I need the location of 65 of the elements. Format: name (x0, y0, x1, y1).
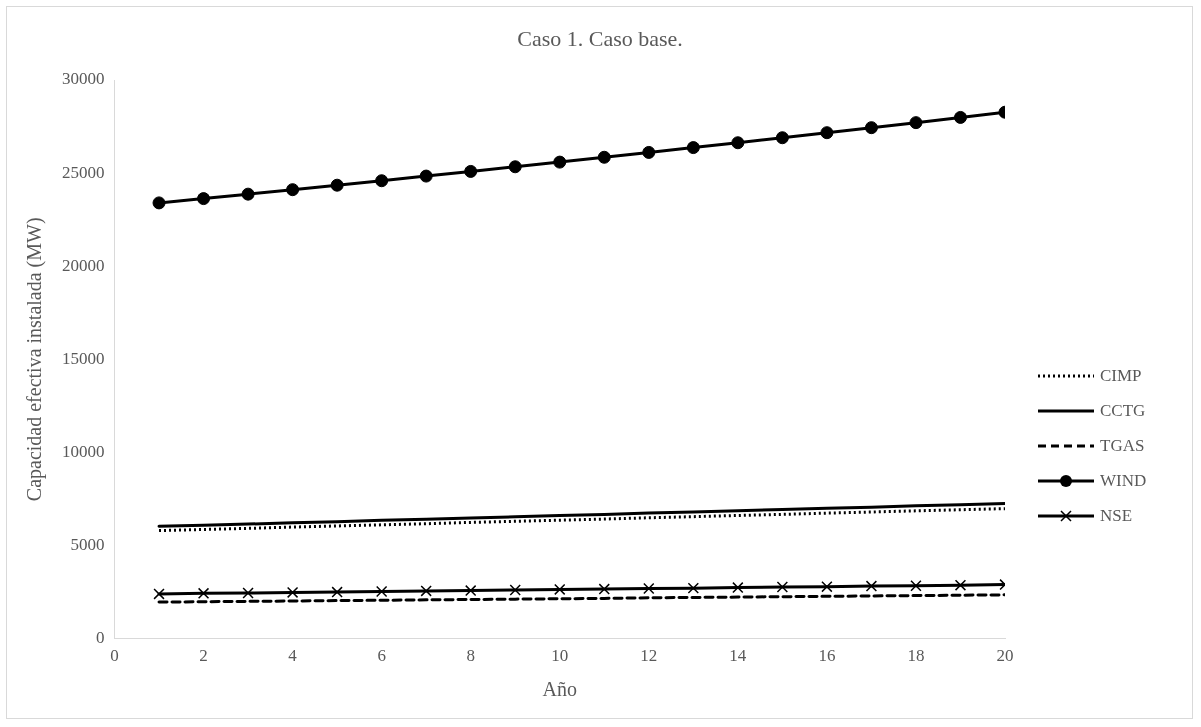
y-tick-label: 10000 (62, 441, 105, 461)
point (731, 136, 745, 150)
point (465, 584, 477, 597)
x-tick-label: 2 (199, 646, 208, 666)
point (508, 160, 522, 174)
x-tick-label: 20 (996, 646, 1014, 666)
legend-label: TGAS (1100, 435, 1145, 456)
legend-label: NSE (1100, 505, 1133, 526)
point (686, 141, 700, 155)
point (597, 150, 611, 164)
point (910, 580, 922, 592)
y-tick-label: 0 (96, 628, 105, 648)
y-tick-label: 20000 (62, 255, 105, 275)
point (953, 110, 967, 124)
point (553, 155, 567, 169)
point (554, 583, 566, 596)
point (821, 580, 833, 593)
x-tick-label: 18 (907, 646, 925, 666)
x-tick-label: 8 (466, 646, 475, 666)
chart-title: Caso 1. Caso base. (517, 26, 683, 51)
point (598, 583, 610, 595)
x-tick-label: 14 (729, 646, 747, 666)
point (419, 169, 433, 183)
legend-label: CIMP (1100, 365, 1142, 386)
y-axis-title: Capacidad efectiva instalada (MW) (23, 217, 47, 502)
point (820, 126, 834, 140)
point (732, 581, 744, 594)
point (643, 582, 655, 595)
point (687, 582, 700, 594)
point (331, 586, 343, 598)
point (509, 584, 521, 596)
point (375, 174, 389, 188)
point (197, 192, 211, 206)
y-tick-label: 25000 (62, 162, 105, 182)
x-axis-title: Año (542, 678, 577, 701)
point (242, 587, 254, 599)
point (330, 178, 344, 192)
point (775, 131, 789, 145)
y-tick-label: 5000 (70, 534, 105, 554)
x-tick-label: 10 (551, 646, 569, 666)
point (286, 183, 300, 197)
point (420, 585, 432, 597)
point (642, 145, 656, 159)
y-tick-label: 30000 (62, 69, 105, 89)
point (286, 586, 299, 599)
x-tick-label: 6 (377, 646, 386, 666)
x-tick-label: 12 (640, 646, 658, 666)
legend-label: WIND (1100, 470, 1147, 491)
point (241, 187, 255, 201)
point (864, 121, 878, 135)
point (464, 164, 478, 178)
point (865, 580, 878, 592)
point (152, 196, 166, 210)
legend-label: CCTG (1100, 400, 1146, 421)
point (375, 585, 388, 598)
x-tick-label: 0 (110, 646, 119, 666)
point (153, 588, 165, 600)
point (776, 581, 789, 593)
x-tick-label: 4 (288, 646, 298, 666)
point (197, 587, 210, 600)
point (954, 579, 967, 591)
x-tick-label: 16 (818, 646, 836, 666)
point (909, 116, 923, 130)
line-series (157, 593, 1005, 604)
y-tick-label: 15000 (62, 348, 105, 368)
